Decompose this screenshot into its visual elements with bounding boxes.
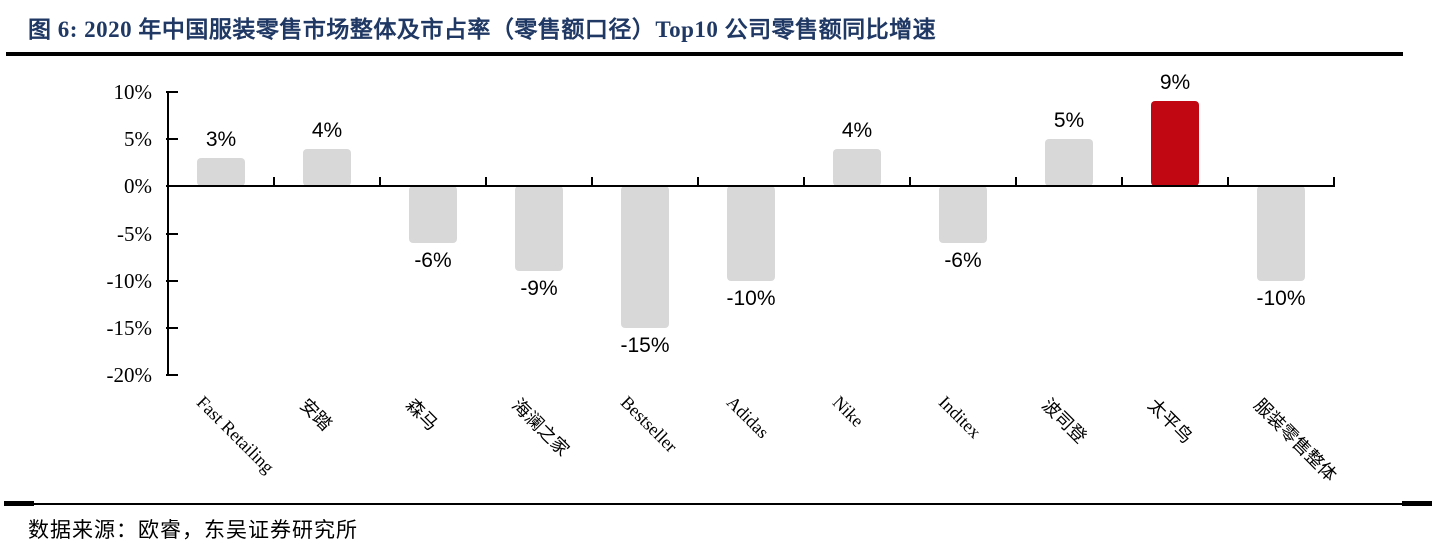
category-label-安踏: 安踏 bbox=[296, 394, 336, 435]
y-axis-tick-label: -10% bbox=[106, 268, 153, 293]
bar-value-label: -6% bbox=[414, 248, 452, 272]
y-axis-tick-label: 10% bbox=[113, 80, 153, 104]
x-axis-tick bbox=[591, 177, 593, 188]
y-axis-tick-label: -5% bbox=[117, 221, 152, 246]
figure-title: 图 6: 2020 年中国服装零售市场整体及市占率（零售额口径）Top10 公司… bbox=[28, 17, 937, 42]
y-axis-tick-label: -20% bbox=[106, 363, 153, 387]
y-axis-tick bbox=[166, 138, 178, 141]
bar-value-label: -6% bbox=[944, 248, 982, 272]
x-axis-tick bbox=[1227, 177, 1229, 188]
category-label-波司登: 波司登 bbox=[1038, 394, 1091, 448]
x-axis-tick bbox=[379, 177, 381, 188]
x-axis-tick bbox=[485, 177, 487, 188]
y-axis-tick bbox=[166, 326, 178, 329]
x-axis-tick bbox=[273, 177, 275, 188]
category-label-Bestseller: Bestseller bbox=[616, 392, 682, 457]
x-axis-tick bbox=[909, 177, 911, 188]
x-axis-tick bbox=[1333, 177, 1335, 188]
bar-8-Inditex bbox=[939, 186, 987, 243]
y-axis-tick bbox=[166, 185, 178, 188]
bar-value-label: 3% bbox=[205, 128, 237, 152]
category-label-Inditex: Inditex bbox=[934, 392, 986, 443]
y-axis-tick-label: 5% bbox=[124, 127, 152, 152]
x-axis-tick bbox=[803, 177, 805, 188]
bar-7-Nike bbox=[833, 148, 881, 187]
bar-value-label: 4% bbox=[311, 118, 343, 142]
bar-chart: 10% 5% 0% -5% -10% -15% -20% 3% Fast Retailing 4%… bbox=[0, 60, 1436, 500]
bar-11-服装零售整体 bbox=[1257, 186, 1305, 281]
x-axis-tick bbox=[1015, 177, 1017, 188]
category-label-Nike: Nike bbox=[828, 392, 868, 431]
y-axis-tick-label: -15% bbox=[106, 315, 153, 340]
bar-4-海澜之家 bbox=[515, 186, 563, 272]
data-source-note: 数据来源：欧睿，东吴证券研究所 bbox=[28, 518, 358, 542]
bar-10-太平鸟 bbox=[1151, 101, 1199, 187]
bar-1-Fast Retailing bbox=[197, 158, 245, 187]
footer-divider bbox=[4, 501, 1432, 506]
category-label-服装零售整体: 服装零售整体 bbox=[1250, 394, 1341, 486]
category-label-海澜之家: 海澜之家 bbox=[508, 394, 574, 460]
bar-value-label: 5% bbox=[1053, 109, 1085, 133]
bar-value-label: -10% bbox=[1256, 286, 1306, 310]
y-axis-tick-label: 0% bbox=[124, 174, 152, 199]
title-divider bbox=[6, 52, 1403, 56]
x-axis-tick bbox=[697, 177, 699, 188]
category-label-Fast Retailing: Fast Retailing bbox=[192, 392, 279, 478]
x-axis-tick bbox=[1121, 177, 1123, 188]
bar-value-label: 4% bbox=[841, 118, 873, 142]
y-axis-tick bbox=[166, 374, 178, 376]
bar-value-label: -9% bbox=[520, 277, 558, 301]
y-axis-tick bbox=[166, 279, 178, 282]
bar-value-label: -15% bbox=[620, 333, 670, 357]
x-axis-zero-line bbox=[167, 185, 1335, 188]
category-label-森马: 森马 bbox=[402, 394, 442, 435]
bar-6-Adidas bbox=[727, 186, 775, 281]
category-label-太平鸟: 太平鸟 bbox=[1144, 394, 1197, 448]
bar-value-label: -10% bbox=[726, 286, 776, 310]
y-axis-tick bbox=[166, 91, 178, 93]
bar-5-Bestseller bbox=[621, 186, 669, 328]
bar-3-森马 bbox=[409, 186, 457, 243]
y-axis-tick bbox=[166, 232, 178, 235]
bar-2-安踏 bbox=[303, 148, 351, 187]
bar-9-波司登 bbox=[1045, 139, 1093, 187]
bar-value-label: 9% bbox=[1159, 71, 1191, 95]
category-label-Adidas: Adidas bbox=[722, 392, 774, 443]
